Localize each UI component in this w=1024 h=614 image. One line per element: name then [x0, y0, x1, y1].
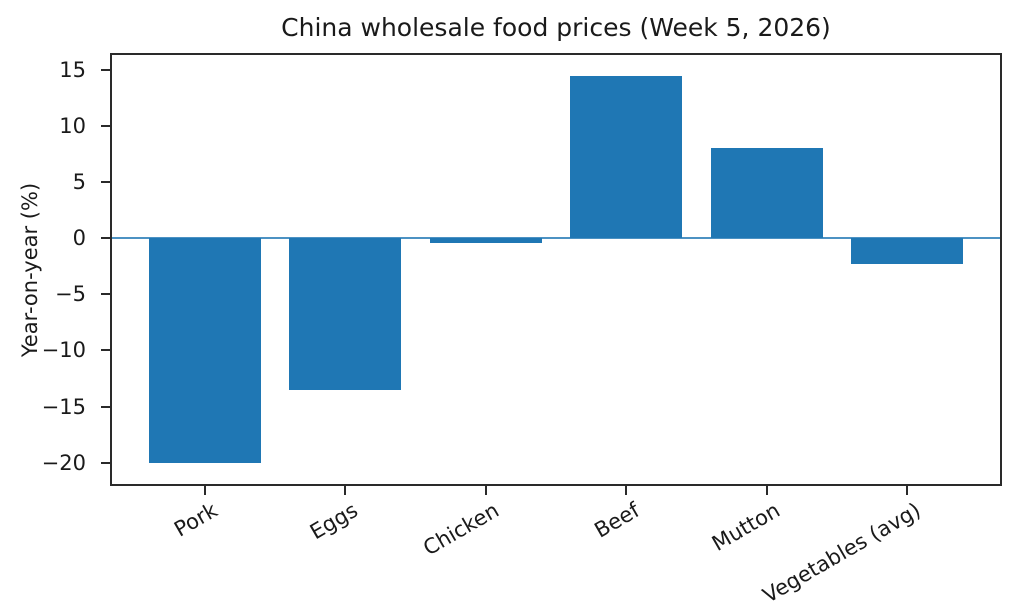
y-tick: [101, 237, 110, 240]
x-tick: [906, 486, 909, 495]
y-tick: [101, 293, 110, 296]
x-tick: [203, 486, 206, 495]
x-tick-label: Mutton: [707, 498, 784, 556]
x-tick: [344, 486, 347, 495]
x-tick-label: Chicken: [418, 498, 503, 561]
bar-pork: [148, 238, 261, 463]
y-tick-label: 0: [72, 226, 86, 251]
bar-mutton: [710, 148, 823, 239]
x-tick-label: Eggs: [306, 498, 363, 545]
x-tick: [765, 486, 768, 495]
y-tick: [101, 461, 110, 464]
bar-vegetables-avg: [851, 238, 964, 264]
y-tick-label: 5: [72, 169, 86, 194]
y-tick: [101, 349, 110, 352]
y-tick-label: 10: [59, 113, 86, 138]
x-tick-label: Beef: [590, 498, 644, 543]
x-tick: [484, 486, 487, 495]
plot-area: [110, 53, 1002, 486]
bar-eggs: [289, 238, 402, 390]
zero-line: [112, 237, 1000, 240]
y-tick: [101, 68, 110, 71]
y-tick: [101, 180, 110, 183]
y-tick-label: 15: [59, 57, 86, 82]
x-tick-label: Vegetables (avg): [758, 498, 925, 608]
x-tick-label: Pork: [170, 498, 222, 542]
bar-beef: [570, 76, 683, 239]
x-tick: [625, 486, 628, 495]
chart-title: China wholesale food prices (Week 5, 202…: [281, 13, 831, 42]
y-tick: [101, 405, 110, 408]
y-tick-label: −15: [41, 394, 86, 419]
y-tick-label: −10: [41, 338, 86, 363]
y-axis-label: Year-on-year (%): [18, 182, 42, 358]
bar-chicken: [429, 238, 542, 243]
y-tick: [101, 124, 110, 127]
y-tick-label: −5: [55, 282, 86, 307]
y-tick-label: −20: [41, 450, 86, 475]
